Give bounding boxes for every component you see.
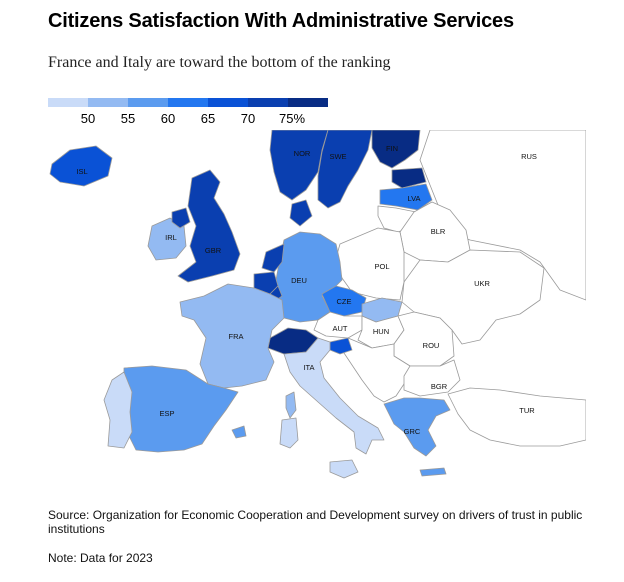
island-balearic xyxy=(231,425,247,439)
legend-tick-60: 60 xyxy=(160,111,176,126)
label-pol: POL xyxy=(374,262,389,271)
label-ita: ITA xyxy=(303,363,314,372)
legend-swatch-5 xyxy=(208,98,248,107)
color-legend: 50 55 60 65 70 75% xyxy=(48,98,328,128)
country-grc xyxy=(383,397,451,457)
island-crete xyxy=(419,467,447,477)
data-note: Note: Data for 2023 xyxy=(48,551,153,565)
legend-tick-70: 70 xyxy=(240,111,256,126)
legend-swatch-6 xyxy=(248,98,288,107)
label-deu: DEU xyxy=(291,276,307,285)
country-gbr xyxy=(177,169,241,283)
country-fra xyxy=(179,283,285,389)
legend-swatch-2 xyxy=(88,98,128,107)
label-cze: CZE xyxy=(337,297,352,306)
label-nor: NOR xyxy=(294,149,311,158)
label-grc: GRC xyxy=(404,427,421,436)
chart-title: Citizens Satisfaction With Administrativ… xyxy=(48,10,514,32)
island-sicily xyxy=(329,459,359,479)
island-corsica xyxy=(285,391,297,419)
country-est xyxy=(391,167,427,189)
label-blr: BLR xyxy=(431,227,446,236)
country-gbr-ni xyxy=(171,207,191,229)
chart-subtitle: France and Italy are toward the bottom o… xyxy=(48,54,391,71)
legend-swatch-4 xyxy=(168,98,208,107)
label-isl: ISL xyxy=(76,167,87,176)
label-rou: ROU xyxy=(423,341,440,350)
country-nld xyxy=(261,243,285,273)
label-tur: TUR xyxy=(519,406,535,415)
country-tur xyxy=(447,387,586,447)
legend-swatch-7 xyxy=(288,98,328,107)
label-fra: FRA xyxy=(229,332,244,341)
country-rus xyxy=(419,130,586,301)
country-lva xyxy=(379,183,433,211)
island-sardinia xyxy=(279,417,299,449)
label-fin: FIN xyxy=(386,144,398,153)
country-swe xyxy=(317,130,373,209)
country-isl xyxy=(49,145,113,187)
legend-swatch-3 xyxy=(128,98,168,107)
legend-tick-75: 75% xyxy=(278,111,306,126)
label-swe: SWE xyxy=(329,152,346,161)
label-aut: AUT xyxy=(333,324,348,333)
label-esp: ESP xyxy=(159,409,174,418)
legend-tick-55: 55 xyxy=(120,111,136,126)
country-prt xyxy=(103,371,133,449)
legend-tick-65: 65 xyxy=(200,111,216,126)
legend-tick-50: 50 xyxy=(80,111,96,126)
label-bgr: BGR xyxy=(431,382,448,391)
country-fin xyxy=(371,130,421,169)
legend-color-bar xyxy=(48,98,328,107)
country-bgr xyxy=(403,359,461,397)
country-balkans xyxy=(341,337,411,403)
source-note: Source: Organization for Economic Cooper… xyxy=(48,508,583,536)
label-irl: IRL xyxy=(165,233,177,242)
label-rus: RUS xyxy=(521,152,537,161)
europe-map: ISL NOR SWE FIN RUS LVA IRL GBR BLR POL … xyxy=(49,130,586,479)
label-gbr: GBR xyxy=(205,246,222,255)
label-ukr: UKR xyxy=(474,279,490,288)
label-hun: HUN xyxy=(373,327,389,336)
country-ita xyxy=(283,337,385,455)
country-dnk xyxy=(289,199,313,227)
legend-ticks: 50 55 60 65 70 75% xyxy=(48,111,328,129)
label-lva: LVA xyxy=(407,194,420,203)
country-ukr xyxy=(401,249,545,345)
legend-swatch-1 xyxy=(48,98,88,107)
